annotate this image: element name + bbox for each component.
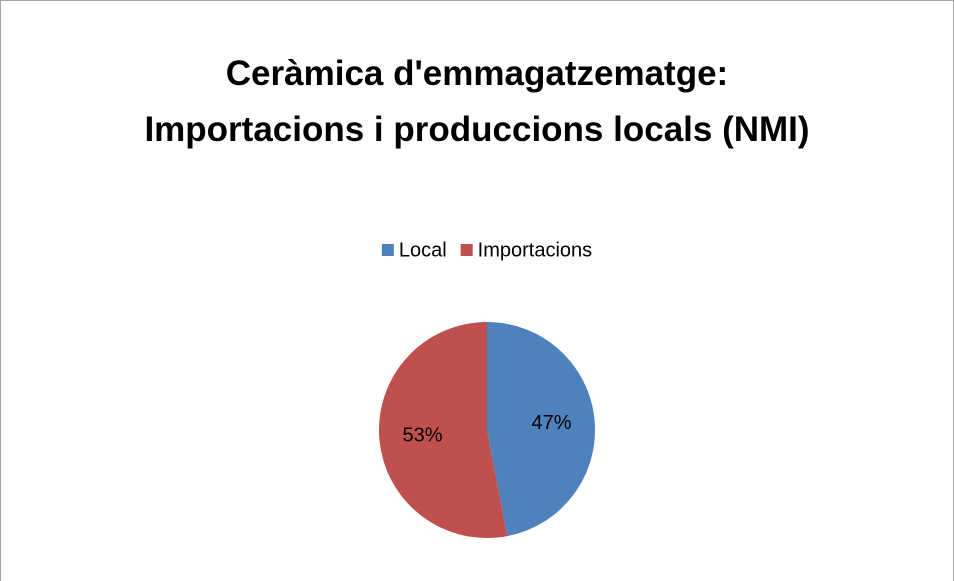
chart-title: Ceràmica d'emmagatzematge: Importacions … (144, 54, 810, 149)
value-label: 53% (402, 424, 442, 446)
legend-swatch (381, 244, 394, 256)
value-label: 47% (531, 412, 571, 434)
legend-label: Importacions (478, 239, 593, 261)
legend-label: Local (399, 239, 447, 261)
pie-slice (487, 322, 596, 537)
legend-swatch (460, 244, 473, 256)
pie-slice (379, 322, 508, 538)
